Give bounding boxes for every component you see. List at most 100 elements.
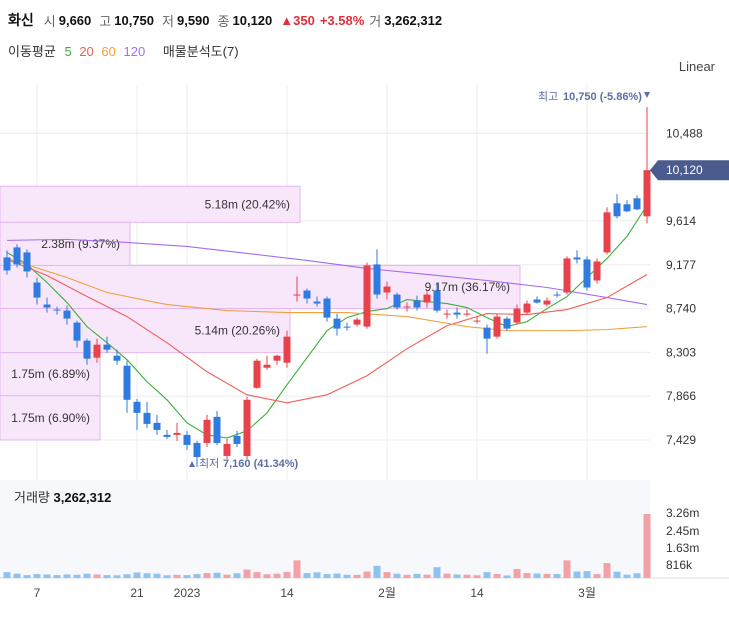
annotations: 최고 10,750 (-5.86%) 최저 7,160 (41.34%) 10,120 [189,90,729,470]
candle-body [183,434,191,445]
volume-bar [523,573,531,578]
y-tick-label: 7,429 [666,433,696,447]
volume-profile-label: 1.75m (6.90%) [11,411,90,425]
candle [373,249,381,299]
volume-bar [173,574,181,578]
candle [553,291,561,298]
x-tick-label: 7 [34,586,41,600]
candle-body [3,257,11,271]
volume-bar [493,574,501,578]
volume-bar [553,574,561,578]
indicator-legend: 이동평균 5 20 60 120 매물분석도(7) [8,41,244,60]
volume-profile-bar [0,395,101,441]
volume-profile-label: 5.18m (20.42%) [205,197,290,211]
volume-profile-bar [0,221,131,266]
candle-body [13,247,21,265]
x-tick-label: 3월 [578,586,596,600]
candle-body [303,290,311,299]
candle-body [113,355,121,361]
candle [273,354,281,365]
candle [473,316,481,324]
candle-body [263,364,271,368]
candle-body [273,355,281,361]
candle-body [503,318,511,329]
candle [103,336,111,353]
candle [403,302,411,312]
volume-profile-bar [0,264,521,310]
volume-bar [293,560,301,578]
grid-lines [0,85,729,579]
candle [343,322,351,331]
candle [123,360,131,413]
candle [253,358,261,389]
ma120-label[interactable]: 120 [123,44,146,59]
ma60-line [6,257,648,332]
volume-bar [283,571,291,578]
volume-bar [413,573,421,578]
candle-body [543,300,551,305]
volume-bar [183,575,191,578]
candle [413,295,421,311]
candle [483,324,491,354]
candle-body [493,316,501,337]
low-annotation-label: 최저 [199,457,219,470]
candle-body [413,300,421,308]
volume-bar [253,572,261,578]
volume-bar [613,571,621,578]
candle-body [423,294,431,303]
ma20-line [6,258,648,404]
volume-bar [63,574,71,578]
volume-bar [393,573,401,578]
y-tick-label: 9,614 [666,214,696,228]
candle-body [433,290,441,311]
volume-bar [23,575,31,578]
candle [163,429,171,439]
candle [223,438,231,459]
candle-body [293,294,301,296]
volume-bar [583,571,591,578]
volume-bar [43,574,51,578]
volume-bar [83,573,91,578]
ma-label[interactable]: 이동평균 [8,44,56,59]
volume-profile-bar [0,308,291,354]
candle-body [203,419,211,443]
candle [13,244,21,268]
candle-body [623,204,631,212]
candle-body [523,303,531,313]
volume-bar [53,575,61,578]
candle-body [93,344,101,358]
ma5-label[interactable]: 5 [64,44,72,59]
volume-panel-title: 거래량 3,262,312 [14,490,112,505]
candle [283,330,291,368]
candle-body [533,299,541,303]
candle-body [153,422,161,430]
ma20-label[interactable]: 20 [79,44,94,59]
volume-profile-label: 2.38m (9.37%) [41,237,120,251]
high-marker-icon [644,92,650,98]
volume-tick-label: 3.26m [666,506,699,520]
volume-bar [333,573,341,578]
volume-bar [563,560,571,578]
volume-panel-bg [0,480,650,578]
volume-bar [113,575,121,578]
volume-profile-label[interactable]: 매물분석도(7) [162,44,239,59]
current-price-badge [650,160,729,181]
volume-bar [443,573,451,578]
change-percent: +3.58% [319,12,365,28]
volume-profile-bar [0,185,301,223]
candle [573,250,581,264]
candle-body [223,443,231,456]
candle-body [363,265,371,327]
volume-bar [593,574,601,578]
candle [183,430,191,450]
volume-bar [263,574,271,578]
volume-bar [123,574,131,578]
candle-body [633,198,641,210]
candle [633,195,641,211]
high-annotation-value: 10,750 (-5.86%) [563,91,642,103]
candle [643,107,651,224]
ma60-label[interactable]: 60 [101,44,116,59]
scale-toggle-button[interactable]: Linear [678,59,715,74]
candle-body [253,360,261,388]
